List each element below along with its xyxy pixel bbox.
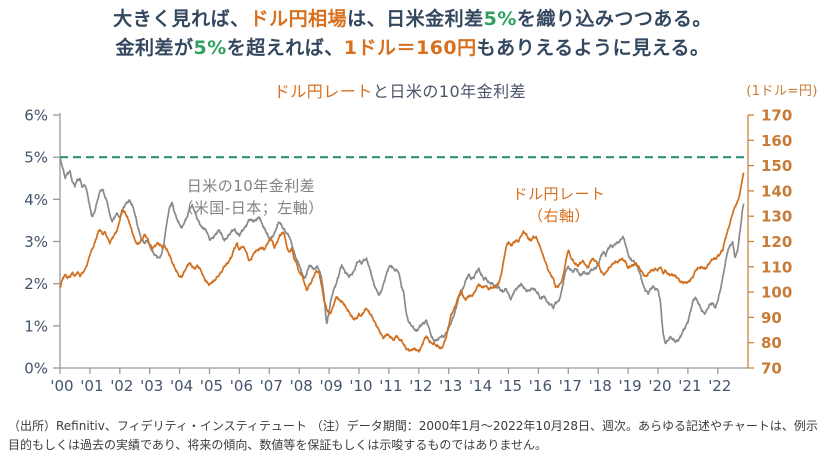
headline-segment: 大きく見れば、 [113,8,250,30]
x-axis-tick-label: '16 [529,377,552,395]
right-axis-tick-label: 130 [761,208,792,226]
x-axis-tick-label: '18 [589,377,612,395]
headline-line-2: 金利差が5%を超えれば、1ドル＝160円もありえるように見える。 [0,34,825,63]
x-axis-tick-label: '20 [648,377,671,395]
right-axis-tick-label: 100 [761,284,792,302]
x-axis-tick-label: '06 [230,377,253,395]
headline-segment: を超えれば、 [226,37,344,60]
right-axis-tick-label: 170 [761,107,792,125]
right-axis-tick-label: 140 [761,182,792,200]
x-axis-tick-label: '01 [80,377,103,395]
usdjpy-annotation-line-1: ドル円レート [512,185,606,203]
usdjpy-annotation: ドル円レート （右軸） [492,184,626,228]
x-axis-tick-label: '09 [319,377,342,395]
chart-title-navy-part: と日米の10年金利差 [372,82,527,101]
x-axis-tick-label: '17 [559,377,582,395]
headline-segment: 5% [483,8,517,30]
headline-segment: を織り込みつつある。 [516,8,712,30]
x-axis-tick-label: '05 [200,377,223,395]
x-axis-tick-label: '22 [708,377,731,395]
x-axis-tick-label: '03 [140,377,163,395]
right-axis-tick-label: 150 [761,157,792,175]
x-axis-tick-label: '13 [439,377,462,395]
source-note: （出所）Refinitiv、フィデリティ・インスティテュート （注）データ期間：… [8,419,818,452]
x-axis-tick-label: '02 [110,377,133,395]
headline-segment: は、日米金利差 [347,8,484,30]
headline-segment: もありえるように見える。 [476,37,710,60]
headline-segment: 1ドル＝160円 [343,37,477,60]
x-axis-tick-label: '14 [469,377,492,395]
x-axis-tick-label: '21 [678,377,701,395]
chart-title: ドル円レートと日米の10年金利差 [0,78,800,102]
right-axis-tick-label: 120 [761,233,792,251]
rate-differential-annotation-line-2: （米国-日本；左軸） [178,198,324,217]
left-axis-tick-label: 3% [24,233,48,251]
rate-differential-annotation-line-1: 日米の10年金利差 [186,177,316,195]
left-axis-tick-label: 2% [24,275,48,293]
left-axis-tick-label: 1% [24,317,48,335]
headline-segment: 金利差が [115,37,194,60]
usdjpy-annotation-line-2: （右軸） [527,206,590,225]
headline-line-1: 大きく見れば、ドル円相場は、日米金利差5%を織り込みつつある。 [0,5,825,34]
left-axis-tick-label: 6% [24,107,48,125]
right-axis-tick-label: 70 [761,360,782,378]
rate-differential-annotation: 日米の10年金利差 （米国-日本；左軸） [146,176,356,220]
x-axis-tick-label: '00 [50,377,73,395]
right-axis-tick-label: 80 [761,334,782,352]
x-axis-tick-label: '04 [170,377,193,395]
headline-segment: ドル円相場 [249,8,348,30]
left-axis-tick-label: 4% [24,191,48,209]
x-axis-tick-label: '15 [499,377,522,395]
rate-differential-series-line [59,157,745,345]
x-axis-tick-label: '10 [349,377,372,395]
x-axis-tick-label: '07 [260,377,283,395]
right-axis-tick-label: 160 [761,132,792,150]
usdjpy-series-line [59,172,745,353]
left-axis-tick-label: 5% [24,149,48,167]
right-axis-tick-label: 110 [761,258,792,276]
x-axis-tick-label: '11 [379,377,402,395]
left-axis-tick-label: 0% [24,360,48,378]
x-axis-tick-label: '08 [290,377,313,395]
right-axis-unit-label: (1ドル=円) [746,84,818,99]
x-axis-tick-label: '19 [618,377,641,395]
headline-segment: 5% [193,37,227,60]
x-axis-tick-label: '12 [409,377,432,395]
right-axis-tick-label: 90 [761,309,782,327]
headline: 大きく見れば、ドル円相場は、日米金利差5%を織り込みつつある。 金利差が5%を超… [0,5,825,64]
chart-title-orange-part: ドル円レート [273,82,373,101]
